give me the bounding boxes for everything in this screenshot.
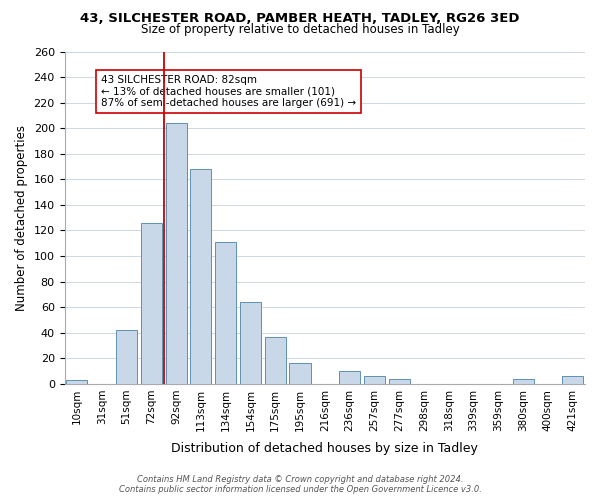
Bar xyxy=(166,123,187,384)
Text: 43 SILCHESTER ROAD: 82sqm
← 13% of detached houses are smaller (101)
87% of semi: 43 SILCHESTER ROAD: 82sqm ← 13% of detac… xyxy=(101,75,356,108)
Bar xyxy=(562,376,583,384)
Bar xyxy=(289,364,311,384)
X-axis label: Distribution of detached houses by size in Tadley: Distribution of detached houses by size … xyxy=(172,442,478,455)
Text: Size of property relative to detached houses in Tadley: Size of property relative to detached ho… xyxy=(140,22,460,36)
Bar xyxy=(215,242,236,384)
Bar xyxy=(190,169,211,384)
Bar xyxy=(339,371,360,384)
Bar xyxy=(116,330,137,384)
Bar xyxy=(240,302,261,384)
Bar xyxy=(265,336,286,384)
Bar xyxy=(512,379,533,384)
Bar xyxy=(364,376,385,384)
Bar xyxy=(389,379,410,384)
Bar xyxy=(67,380,88,384)
Bar xyxy=(141,223,162,384)
Text: Contains HM Land Registry data © Crown copyright and database right 2024.
Contai: Contains HM Land Registry data © Crown c… xyxy=(119,474,481,494)
Y-axis label: Number of detached properties: Number of detached properties xyxy=(15,124,28,310)
Text: 43, SILCHESTER ROAD, PAMBER HEATH, TADLEY, RG26 3ED: 43, SILCHESTER ROAD, PAMBER HEATH, TADLE… xyxy=(80,12,520,24)
